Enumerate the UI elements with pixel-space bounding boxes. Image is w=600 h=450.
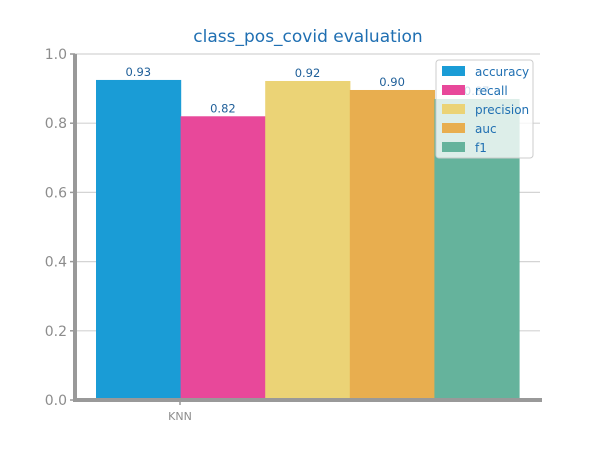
bar-recall — [180, 116, 266, 400]
legend-label-recall: recall — [475, 84, 508, 98]
legend-swatch-f1 — [442, 142, 465, 152]
axes — [73, 54, 542, 402]
y-tick-label: 0.2 — [45, 324, 67, 340]
legend-swatch-recall — [442, 85, 465, 95]
legend-swatch-accuracy — [442, 66, 465, 76]
bars — [96, 79, 520, 400]
bar-auc — [349, 89, 435, 400]
y-axis-ticks: 0.0 0.2 0.4 0.6 0.8 1.0 — [45, 47, 75, 409]
x-axis-ticks: KNN — [168, 400, 192, 423]
bar-accuracy — [96, 79, 182, 400]
y-tick-label: 0.4 — [45, 255, 67, 271]
legend-label-auc: auc — [475, 122, 497, 136]
legend-swatch-precision — [442, 104, 465, 114]
data-labels: 0.930.820.920.900.87 — [125, 65, 489, 115]
y-tick-label: 0.6 — [45, 185, 67, 201]
chart-title: class_pos_covid evaluation — [193, 27, 422, 47]
y-tick-label: 1.0 — [45, 47, 67, 63]
data-label-accuracy: 0.93 — [125, 65, 151, 79]
bar-precision — [265, 80, 351, 400]
legend-label-accuracy: accuracy — [475, 65, 529, 79]
data-label-precision: 0.92 — [295, 66, 321, 80]
legend-label-precision: precision — [475, 103, 529, 117]
y-tick-label: 0.0 — [45, 393, 67, 409]
legend-box — [435, 59, 534, 159]
legend-label-f1: f1 — [475, 141, 487, 155]
legend: accuracy recall precision auc f1 — [435, 59, 534, 159]
legend-swatch-auc — [442, 123, 465, 133]
x-tick-label: KNN — [168, 410, 192, 423]
data-label-recall: 0.82 — [210, 101, 236, 115]
data-label-auc: 0.90 — [379, 75, 405, 89]
y-tick-label: 0.8 — [45, 116, 67, 132]
